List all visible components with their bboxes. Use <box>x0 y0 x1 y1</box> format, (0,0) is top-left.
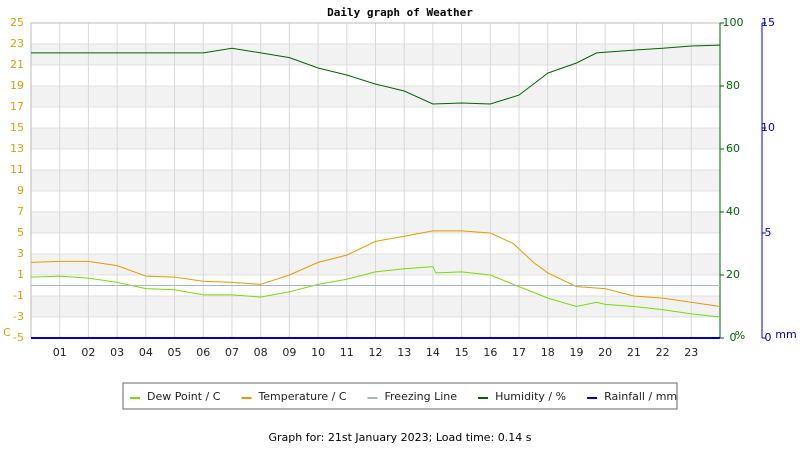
y3-tick-label: 5 <box>765 226 772 239</box>
y-tick-label: 9 <box>17 184 24 197</box>
y3-tick-label: 0 <box>765 331 772 344</box>
y-tick-label: 15 <box>10 121 24 134</box>
y3-tick-label: 15 <box>761 16 775 29</box>
x-tick-label: 09 <box>282 346 296 359</box>
footer: Graph for: 21st January 2023; Load time:… <box>269 431 532 444</box>
x-tick-label: 10 <box>311 346 325 359</box>
y-tick-label: 7 <box>17 205 24 218</box>
legend-label: Freezing Line <box>385 390 458 403</box>
x-tick-label: 05 <box>168 346 182 359</box>
x-tick-label: 19 <box>569 346 583 359</box>
y2-tick-label: 100 <box>723 16 744 29</box>
legend-label: Rainfall / mm <box>604 390 677 403</box>
y-tick-label: 13 <box>10 142 24 155</box>
x-tick-label: 12 <box>369 346 383 359</box>
y-tick-label: 3 <box>17 247 24 260</box>
x-tick-label: 11 <box>340 346 354 359</box>
y-tick-label: 21 <box>10 58 24 71</box>
chart-title: Daily graph of Weather <box>327 6 473 19</box>
x-tick-label: 23 <box>684 346 698 359</box>
series-line <box>30 230 721 307</box>
legend-label: Temperature / C <box>257 390 346 403</box>
y3-axis-label: mm <box>775 328 796 341</box>
y2-tick-label: 40 <box>726 205 740 218</box>
y-tick-label: 25 <box>10 16 24 29</box>
y-tick-label: 5 <box>17 226 24 239</box>
legend: Dew Point / C Temperature / C Freezing Lin… <box>122 382 678 410</box>
x-tick-label: 06 <box>196 346 210 359</box>
x-tick-label: 03 <box>110 346 124 359</box>
legend-label: Humidity / % <box>495 390 566 403</box>
y-tick-label: 23 <box>10 37 24 50</box>
y2-tick-label: 60 <box>726 142 740 155</box>
y-tick-label: 1 <box>17 268 24 281</box>
x-tick-label: 13 <box>397 346 411 359</box>
y3-tick-label: 10 <box>761 121 775 134</box>
y-tick-label: 11 <box>10 163 24 176</box>
y-axis-label: C <box>3 326 11 339</box>
x-tick-label: 02 <box>81 346 95 359</box>
x-tick-label: 08 <box>254 346 268 359</box>
x-tick-label: 01 <box>53 346 67 359</box>
x-tick-label: 21 <box>627 346 641 359</box>
x-tick-label: 15 <box>455 346 469 359</box>
x-tick-label: 14 <box>426 346 440 359</box>
x-tick-label: 18 <box>541 346 555 359</box>
y-tick-label: -3 <box>13 310 24 323</box>
series-line <box>31 44 721 105</box>
x-tick-label: 22 <box>656 346 670 359</box>
y2-axis-label: % <box>735 329 745 342</box>
x-tick-label: 16 <box>483 346 497 359</box>
legend-box <box>122 382 678 410</box>
x-tick-label: 17 <box>512 346 526 359</box>
y-tick-label: -1 <box>13 289 24 302</box>
x-tick-label: 04 <box>139 346 153 359</box>
x-tick-label: 07 <box>225 346 239 359</box>
series-line <box>30 266 721 318</box>
y2-tick-label: 0 <box>730 331 737 344</box>
legend-label: Dew Point / C <box>147 390 221 403</box>
y-tick-label: -5 <box>13 331 24 344</box>
y-tick-label: 19 <box>10 79 24 92</box>
y2-tick-label: 20 <box>726 268 740 281</box>
y-tick-label: 17 <box>10 100 24 113</box>
y2-tick-label: 80 <box>726 79 740 92</box>
x-tick-label: 20 <box>598 346 612 359</box>
